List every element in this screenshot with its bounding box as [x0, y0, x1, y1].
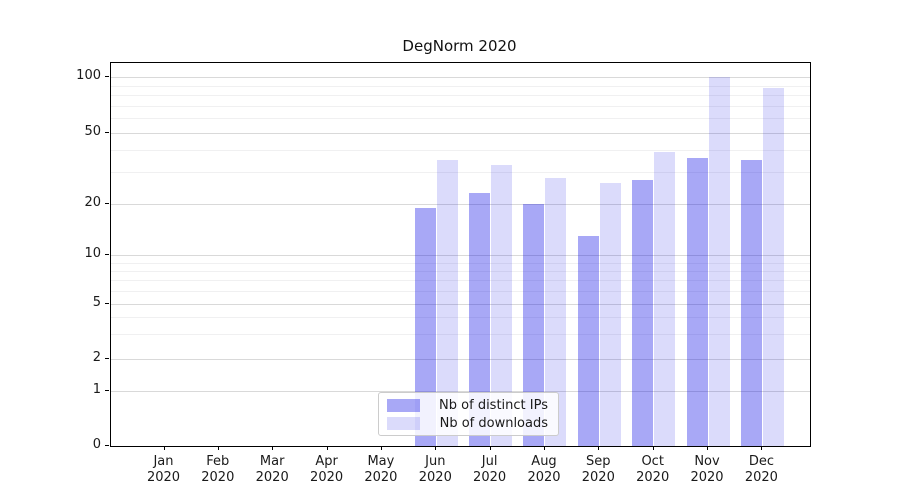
y-tick-label-5: 5	[92, 294, 101, 310]
x-tick-may	[380, 446, 382, 450]
legend-swatch-downloads	[387, 416, 420, 430]
y-tick-label-1: 1	[92, 382, 101, 397]
y-tick-label-50: 50	[84, 123, 101, 139]
legend-label-distinct-ips: Nb of distinct IPs	[439, 397, 548, 413]
bar-jun-downloads	[436, 160, 458, 446]
gridline-major-10	[111, 255, 810, 257]
bar-oct-downloads	[654, 151, 676, 446]
chart-title: DegNorm 2020	[402, 37, 517, 55]
gridline-minor-8	[111, 270, 810, 272]
x-tick-label-may: May 2020	[364, 454, 398, 485]
gridline-major-20	[111, 203, 810, 205]
gridline-minor-90	[111, 85, 810, 87]
legend-swatch-distinct-ips	[387, 398, 420, 412]
bar-dec-distinct-ips	[740, 160, 762, 446]
y-tick-label-10: 10	[84, 246, 101, 262]
x-tick-label-jul: Jul 2020	[473, 454, 507, 485]
gridline-minor-70	[111, 105, 810, 107]
bar-sep-downloads	[599, 183, 621, 446]
x-tick-mar	[272, 446, 274, 450]
y-tick-label-100: 100	[76, 68, 101, 83]
gridline-major-5	[111, 303, 810, 305]
gridline-minor-4	[111, 317, 810, 319]
x-tick-apr	[326, 446, 328, 450]
y-tick-2	[105, 357, 109, 359]
x-tick-label-dec: Dec 2020	[744, 454, 778, 485]
x-tick-label-nov: Nov 2020	[690, 454, 724, 485]
gridline-minor-7	[111, 280, 810, 282]
x-tick-label-mar: Mar 2020	[255, 454, 289, 485]
x-tick-label-apr: Apr 2020	[310, 454, 344, 485]
legend: Nb of distinct IPs Nb of downloads	[378, 392, 559, 436]
gridline-minor-40	[111, 150, 810, 151]
x-tick-label-aug: Aug 2020	[527, 454, 561, 485]
y-tick-10	[105, 254, 109, 256]
gridline-minor-9	[111, 262, 810, 264]
y-tick-20	[105, 202, 109, 204]
bar-nov-distinct-ips	[686, 158, 708, 446]
y-tick-label-2: 2	[92, 349, 101, 365]
bar-aug-downloads	[545, 177, 567, 446]
bar-aug-distinct-ips	[523, 203, 545, 446]
bar-jun-distinct-ips	[414, 207, 436, 446]
x-tick-aug	[544, 446, 545, 450]
x-tick-jan	[163, 446, 165, 450]
x-tick-feb	[217, 446, 219, 450]
plot-area: Nb of distinct IPs Nb of downloads	[110, 62, 811, 447]
x-tick-label-jun: Jun 2020	[418, 454, 452, 485]
bar-sep-distinct-ips	[577, 235, 599, 446]
y-tick-0	[105, 445, 109, 446]
gridline-minor-30	[111, 172, 810, 174]
x-tick-label-sep: Sep 2020	[581, 454, 615, 485]
x-tick-oct	[652, 446, 654, 450]
bar-jul-downloads	[491, 164, 513, 446]
gridline-minor-80	[111, 94, 810, 96]
legend-row-downloads: Nb of downloads	[379, 416, 558, 431]
y-tick-50	[105, 131, 109, 133]
x-tick-dec	[761, 446, 763, 450]
gridline-major-100	[111, 77, 810, 78]
y-tick-label-20: 20	[84, 194, 101, 210]
gridline-minor-6	[111, 291, 810, 292]
x-tick-jul	[489, 446, 491, 450]
gridline-major-2	[111, 358, 810, 360]
gridline-major-1	[111, 391, 810, 392]
bar-jul-distinct-ips	[469, 192, 491, 446]
x-tick-label-oct: Oct 2020	[636, 454, 670, 485]
gridline-minor-60	[111, 118, 810, 119]
y-tick-100	[105, 76, 109, 77]
bar-dec-downloads	[762, 88, 784, 446]
x-tick-nov	[707, 446, 708, 450]
x-tick-label-feb: Feb 2020	[201, 454, 235, 485]
y-tick-label-0: 0	[92, 437, 101, 452]
bar-nov-downloads	[708, 77, 730, 446]
y-tick-5	[105, 302, 109, 304]
x-tick-label-jan: Jan 2020	[146, 454, 181, 485]
legend-label-downloads: Nb of downloads	[439, 415, 548, 431]
gridline-minor-3	[111, 334, 810, 336]
x-tick-sep	[598, 446, 600, 450]
legend-row-distinct-ips: Nb of distinct IPs	[379, 398, 558, 413]
gridline-major-50	[111, 132, 810, 134]
y-tick-1	[105, 390, 109, 391]
bar-oct-distinct-ips	[632, 180, 654, 446]
x-tick-jun	[435, 446, 437, 450]
